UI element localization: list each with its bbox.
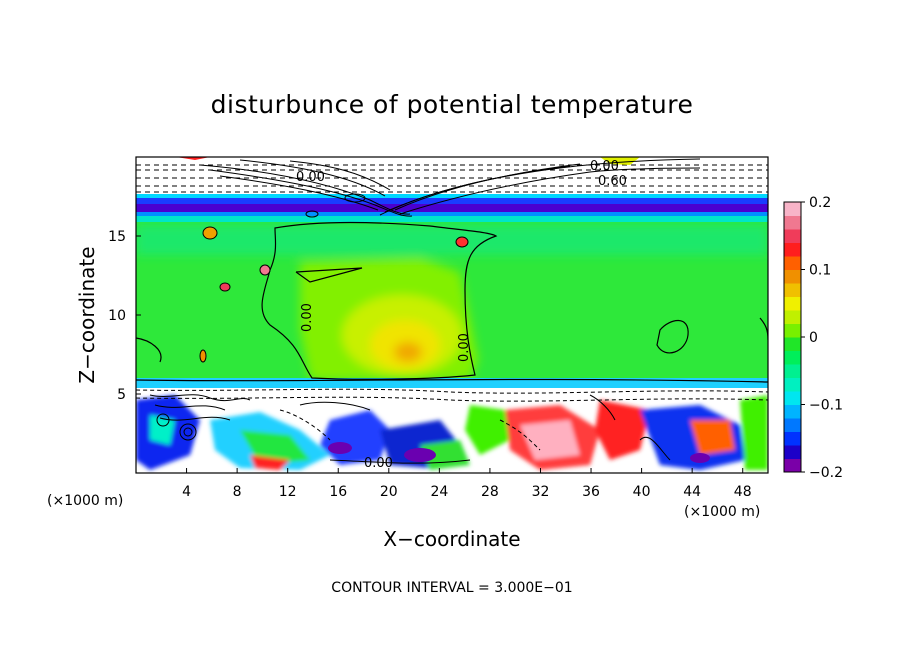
colorbar-swatch-5: [784, 391, 801, 405]
contour-label-4: 0.00: [300, 303, 315, 332]
contour-label-6: 0.00: [364, 456, 393, 471]
chart-title: disturbunce of potential temperature: [211, 90, 694, 119]
x-tick-label-32: 32: [532, 484, 550, 500]
small-anomalies: [199, 226, 469, 363]
y-axis-label: Z−coordinate: [75, 246, 99, 383]
x-axis-unit-right: (×1000 m): [684, 504, 760, 520]
colorbar-swatch-4: [784, 404, 801, 419]
lower-patch-15: [740, 395, 768, 470]
upper-purple-band: [136, 204, 768, 212]
lower-patch-9: [465, 405, 510, 455]
x-tick-label-16: 16: [329, 484, 347, 500]
upper-dashed-contours: [136, 164, 768, 193]
colorbar-swatch-0: [784, 458, 801, 473]
colorbar-swatch-13: [784, 283, 801, 297]
colorbar-swatch-2: [784, 431, 801, 446]
colorbar-swatch-12: [784, 296, 801, 311]
contour-label-1: 0.00: [296, 170, 325, 185]
contour-interval-note: CONTOUR INTERVAL = 3.000E−01: [331, 580, 572, 596]
colorbar-tick-label-1: −0.1: [809, 398, 843, 414]
heatmap-field: 0.00 0.00 0.60 0.00 0.00 0.00: [136, 157, 768, 473]
x-tick-label-20: 20: [380, 484, 398, 500]
lower-solid-contours: [149, 394, 671, 464]
y-tick-label-15: 15: [108, 229, 126, 245]
x-tick-label-28: 28: [481, 484, 499, 500]
colorbar-swatch-15: [784, 256, 801, 270]
colorbar-swatch-1: [784, 445, 801, 459]
x-tick-label-48: 48: [734, 484, 752, 500]
contour-label-5: 0.00: [457, 333, 472, 362]
x-tick-label-8: 8: [233, 484, 242, 500]
x-tick-label-40: 40: [633, 484, 651, 500]
upper-teal-band: [136, 216, 768, 222]
lower-patch-5: [250, 455, 290, 470]
upper-solid-contours: [199, 158, 701, 218]
lower-patches: [136, 395, 768, 470]
y-tick-label-10: 10: [108, 308, 126, 324]
colorbar-tick-label-2: 0: [809, 330, 818, 346]
upper-cool-band: [136, 225, 768, 255]
upper-lightblue-band: [136, 212, 768, 216]
upper-cyan-band: [136, 194, 768, 198]
colorbar-swatch-17: [784, 229, 801, 243]
y-axis-ticks: 5 10 15: [108, 229, 141, 403]
smooth-field-layers: [136, 225, 768, 380]
x-axis-label: X−coordinate: [383, 527, 520, 551]
x-tick-label-12: 12: [279, 484, 297, 500]
colorbar-tick-label-3: 0.1: [809, 263, 831, 279]
x-tick-label-24: 24: [430, 484, 448, 500]
upper-blue-band: [136, 198, 768, 204]
colorbar-swatch-9: [784, 337, 801, 351]
lower-dashed-contours: [136, 388, 768, 451]
colorbar-swatch-11: [784, 310, 801, 324]
colorbar-swatch-16: [784, 242, 801, 257]
colorbar-tick-label-0: −0.2: [809, 465, 843, 481]
lower-patch-14: [690, 420, 735, 455]
colorbar-swatch-6: [784, 377, 801, 392]
colorbar-swatch-7: [784, 364, 801, 378]
colorbar-swatch-10: [784, 323, 801, 338]
colorbar-tick-label-4: 0.2: [809, 195, 831, 211]
top-red-patch: [176, 157, 210, 160]
x-tick-label-4: 4: [182, 484, 191, 500]
contour-label-3: 0.60: [598, 174, 627, 189]
contour-label-2: 0.00: [590, 159, 619, 174]
colorbar: −0.2 −0.1 0 0.1 0.2: [783, 195, 843, 481]
x-axis-unit-left: (×1000 m): [47, 493, 123, 509]
warm-core-peak: [394, 342, 422, 362]
lower-purple-patches: [328, 442, 710, 463]
y-tick-label-5: 5: [117, 387, 126, 403]
colorbar-swatch-3: [784, 418, 801, 432]
colorbar-swatch-18: [784, 215, 801, 230]
x-tick-label-44: 44: [683, 484, 701, 500]
lower-patch-11: [520, 420, 580, 460]
x-tick-label-36: 36: [582, 484, 600, 500]
colorbar-swatch-19: [784, 202, 801, 216]
colorbar-swatch-8: [784, 350, 801, 365]
colorbar-swatch-14: [784, 269, 801, 284]
x-axis-ticks: 4 8 12 16 20 24 28 32 36 40 44 48: [182, 468, 752, 500]
lower-patch-12: [595, 400, 650, 460]
